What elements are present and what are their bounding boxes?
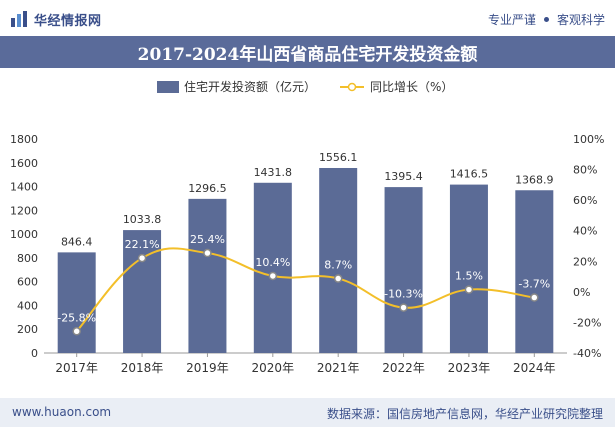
growth-marker <box>72 327 81 336</box>
bar <box>188 198 227 353</box>
y-left-tick-label: 400 <box>17 299 38 312</box>
bar-value-label: 1431.8 <box>254 166 293 179</box>
footer: www.huaon.com 数据来源：国信房地产信息网，华经产业研究院整理 <box>0 398 615 427</box>
y-left-tick-label: 600 <box>17 276 38 289</box>
chart-title: 2017-2024年山西省商品住宅开发投资金额 <box>137 44 478 65</box>
x-tick-label: 2017年 <box>55 361 98 375</box>
x-tick-label: 2024年 <box>513 361 556 375</box>
growth-marker <box>399 303 408 312</box>
y-right-tick-label: 40% <box>573 225 597 238</box>
growth-marker <box>203 248 212 258</box>
x-tick-label: 2020年 <box>252 361 295 375</box>
growth-marker <box>268 271 278 281</box>
bar <box>57 252 96 353</box>
y-left-tick-label: 0 <box>31 347 38 360</box>
legend-line-label: 同比增长（%） <box>370 80 453 94</box>
y-left-tick-label: 1600 <box>10 157 38 170</box>
bar-value-label: 1395.4 <box>384 170 423 183</box>
y-left-tick-label: 1800 <box>10 133 38 146</box>
growth-value-label: -3.7% <box>518 278 550 291</box>
growth-marker <box>137 253 147 263</box>
bar-value-label: 1368.9 <box>515 173 554 186</box>
website-link[interactable]: www.huaon.com <box>12 405 112 419</box>
x-tick-label: 2021年 <box>317 361 360 375</box>
growth-value-label: 1.5% <box>455 270 483 283</box>
x-tick-label: 2023年 <box>448 361 491 375</box>
brand-name: 华经情报网 <box>34 13 102 29</box>
brand[interactable]: 华经情报网 <box>10 9 102 29</box>
y-right-tick-label: 80% <box>573 164 597 177</box>
bar <box>449 184 488 353</box>
legend-bar-label: 住宅开发投资额（亿元） <box>184 79 316 94</box>
y-left-tick-label: 200 <box>17 323 38 336</box>
chart-svg: 住宅开发投资额（亿元） 同比增长（%） 0 200 400 600 800 1000 1200 1… <box>10 79 604 375</box>
y-right-tick-label: -40% <box>573 347 601 360</box>
x-tick-label: 2018年 <box>121 361 164 375</box>
growth-marker <box>333 274 343 283</box>
x-tick-label: 2022年 <box>382 361 425 375</box>
bar-value-label: 1556.1 <box>319 151 358 164</box>
growth-marker <box>464 285 474 294</box>
bar <box>123 230 162 353</box>
tagline-right: 客观科学 <box>556 13 605 27</box>
tagline: 专业严谨 客观科学 <box>488 11 605 28</box>
bar-value-label: 1296.5 <box>188 182 227 195</box>
tagline-dot <box>543 17 549 22</box>
data-source: 数据来源：国信房地产信息网，华经产业研究院整理 <box>326 407 603 421</box>
growth-value-label: 8.7% <box>324 259 352 272</box>
bar-value-label: 846.4 <box>61 235 93 248</box>
growth-value-label: 22.1% <box>125 238 160 251</box>
y-left-tick-label: 800 <box>17 252 38 265</box>
title-bar: 2017-2024年山西省商品住宅开发投资金额 <box>0 36 615 68</box>
growth-marker <box>530 293 539 302</box>
growth-value-label: 25.4% <box>190 233 225 246</box>
legend-line-marker <box>347 82 357 92</box>
bar <box>384 187 423 353</box>
bar-value-label: 1416.5 <box>450 168 489 181</box>
x-tick-label: 2019年 <box>186 361 229 375</box>
y-right-tick-label: 60% <box>573 194 597 207</box>
tagline-left: 专业严谨 <box>487 13 536 27</box>
bar-value-label: 1033.8 <box>123 213 162 226</box>
y-right-tick-label: -20% <box>573 316 601 329</box>
growth-value-label: -10.3% <box>384 288 423 301</box>
y-right-tick-label: 0% <box>573 286 590 299</box>
growth-value-label: 10.4% <box>255 256 290 269</box>
legend-bar-swatch <box>157 81 179 93</box>
y-left-tick-label: 1400 <box>10 181 38 194</box>
top-bar: 华经情报网 专业严谨 客观科学 <box>0 0 615 36</box>
y-right-tick-label: 20% <box>573 255 597 268</box>
huajing-logo-icon <box>10 10 28 28</box>
y-left-tick-label: 1000 <box>10 228 38 241</box>
growth-value-label: -25.8% <box>57 311 96 324</box>
y-right-tick-label: 100% <box>573 133 604 146</box>
bar <box>319 167 358 353</box>
bar <box>515 190 554 353</box>
y-left-tick-label: 1200 <box>10 204 38 217</box>
chart-area: 住宅开发投资额（亿元） 同比增长（%） 0 200 400 600 800 1000 1200 1… <box>0 68 615 398</box>
bar <box>253 182 292 353</box>
